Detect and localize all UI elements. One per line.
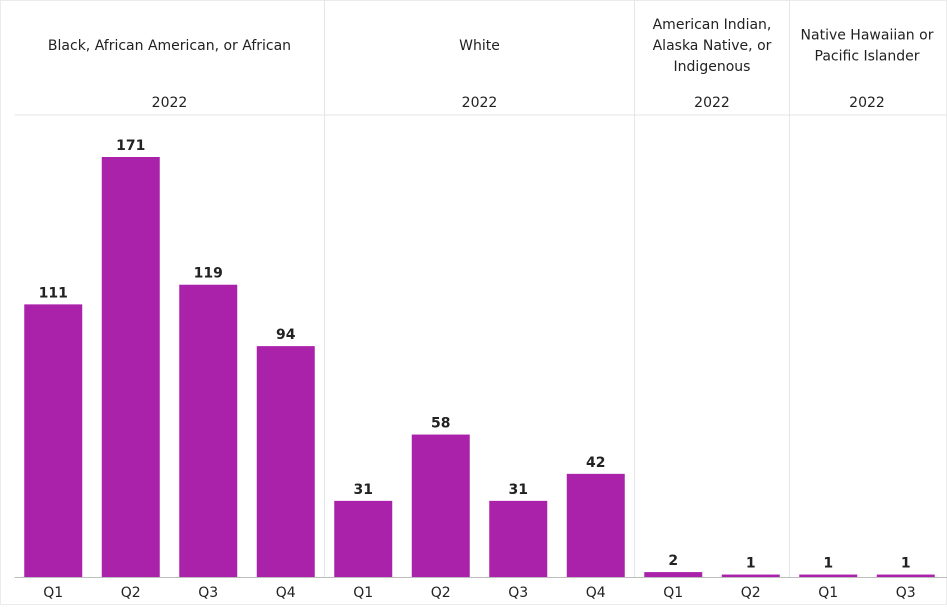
bar[interactable] — [179, 285, 237, 577]
bar-value-label: 94 — [276, 327, 296, 343]
bar[interactable] — [567, 474, 625, 577]
bar[interactable] — [24, 304, 82, 577]
bar-value-label: 111 — [39, 285, 68, 301]
panel-year-label: 2022 — [849, 95, 885, 111]
bar[interactable] — [722, 575, 780, 577]
bar[interactable] — [799, 575, 857, 577]
bar[interactable] — [412, 435, 470, 577]
panel-race-label: American Indian, — [653, 17, 772, 33]
panel-race-label: Pacific Islander — [815, 49, 920, 65]
x-tick-label: Q1 — [43, 585, 63, 601]
bar-value-label: 31 — [509, 482, 528, 498]
panel-race-label: Black, African American, or African — [48, 38, 291, 54]
bar[interactable] — [489, 501, 547, 577]
x-tick-label: Q1 — [353, 585, 373, 601]
x-tick-label: Q3 — [198, 585, 218, 601]
x-tick-label: Q1 — [663, 585, 683, 601]
panel-race-label: White — [459, 38, 500, 54]
bar-value-label: 1 — [901, 556, 911, 572]
panel-race-label: Native Hawaiian or — [801, 28, 934, 44]
bar-value-label: 2 — [668, 553, 678, 569]
bar-value-label: 58 — [431, 416, 450, 432]
bar[interactable] — [334, 501, 392, 577]
panel-race-label: Indigenous — [674, 59, 751, 75]
panel-year-label: 2022 — [462, 95, 498, 111]
bar[interactable] — [644, 572, 702, 577]
x-tick-label: Q2 — [431, 585, 451, 601]
bar-value-label: 42 — [586, 455, 605, 471]
x-tick-label: Q3 — [508, 585, 528, 601]
x-tick-label: Q3 — [896, 585, 916, 601]
x-tick-label: Q2 — [741, 585, 761, 601]
bar-value-label: 119 — [194, 266, 223, 282]
x-tick-label: Q4 — [276, 585, 296, 601]
bar[interactable] — [257, 346, 315, 577]
x-tick-label: Q1 — [818, 585, 838, 601]
bar-value-label: 171 — [116, 138, 145, 154]
x-tick-label: Q4 — [586, 585, 606, 601]
bar-value-label: 1 — [746, 556, 756, 572]
bar-value-label: 1 — [823, 556, 833, 572]
panel-race-label: Alaska Native, or — [653, 38, 772, 54]
bar-value-label: 31 — [354, 482, 373, 498]
x-tick-label: Q2 — [121, 585, 141, 601]
panel-year-label: 2022 — [152, 95, 188, 111]
bar[interactable] — [877, 575, 935, 577]
panel-year-label: 2022 — [694, 95, 730, 111]
bar[interactable] — [102, 157, 160, 577]
